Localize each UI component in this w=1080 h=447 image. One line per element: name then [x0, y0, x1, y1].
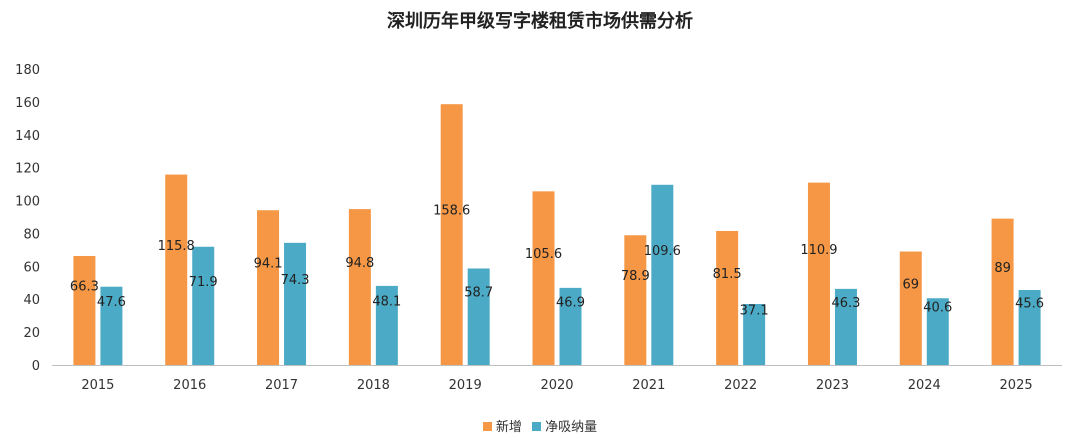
x-tick-label: 2021 [632, 378, 665, 393]
x-tick-label: 2019 [449, 378, 482, 393]
bar-net-absorption [834, 288, 857, 365]
data-label-net-absorption: 71.9 [189, 275, 218, 290]
data-label-net-absorption: 47.6 [97, 295, 126, 310]
y-tick-label: 60 [23, 260, 40, 275]
bar-new-supply [257, 210, 280, 365]
bar-new-supply [899, 251, 922, 365]
legend-item-net-absorption: 净吸纳量 [532, 416, 597, 435]
y-tick-label: 40 [23, 293, 40, 308]
data-label-net-absorption: 46.9 [556, 295, 585, 310]
data-label-net-absorption: 40.6 [923, 301, 952, 316]
bar-new-supply [165, 174, 188, 365]
legend: 新增 净吸纳量 [0, 416, 1080, 435]
chart-title: 深圳历年甲级写字楼租赁市场供需分析 [387, 11, 693, 32]
data-label-new-supply: 81.5 [713, 267, 742, 282]
data-label-net-absorption: 48.1 [372, 294, 401, 309]
data-label-net-absorption: 46.3 [831, 296, 860, 311]
x-tick-label: 2017 [265, 378, 298, 393]
x-tick-label: 2016 [173, 378, 206, 393]
bar-new-supply [532, 191, 555, 365]
data-label-net-absorption: 109.6 [644, 244, 681, 259]
legend-swatch-new-supply [482, 422, 492, 431]
y-tick-label: 160 [15, 96, 40, 111]
y-tick-label: 20 [23, 326, 40, 341]
bar-net-absorption [1018, 290, 1041, 365]
bar-new-supply [624, 235, 647, 365]
data-label-new-supply: 89 [994, 261, 1011, 276]
x-tick-label: 2015 [81, 378, 114, 393]
legend-label-net-absorption: 净吸纳量 [545, 420, 598, 435]
x-tick-label: 2018 [357, 378, 390, 393]
bar-new-supply [73, 255, 96, 365]
bar-net-absorption [926, 298, 949, 365]
y-tick-label: 0 [32, 359, 40, 374]
y-tick-label: 140 [15, 129, 40, 144]
data-label-net-absorption: 74.3 [281, 273, 310, 288]
data-label-new-supply: 69 [902, 277, 919, 292]
y-tick-label: 180 [15, 63, 40, 78]
x-tick-label: 2025 [1000, 378, 1033, 393]
bar-net-absorption [467, 268, 490, 365]
x-tick-label: 2022 [724, 378, 757, 393]
bar-net-absorption [100, 286, 123, 365]
data-label-new-supply: 66.3 [70, 279, 99, 294]
bar-new-supply [991, 218, 1014, 365]
bar-net-absorption [375, 285, 398, 365]
legend-item-new-supply: 新增 [482, 416, 522, 435]
y-tick-label: 120 [15, 162, 40, 177]
data-label-new-supply: 105.6 [525, 247, 562, 262]
x-tick-label: 2023 [816, 378, 849, 393]
bar-new-supply [348, 209, 371, 365]
y-tick-label: 80 [23, 227, 40, 242]
bar-new-supply [716, 230, 739, 365]
bar-new-supply [440, 104, 463, 366]
legend-label-new-supply: 新增 [495, 420, 522, 435]
x-tick-label: 2024 [908, 378, 941, 393]
bar-net-absorption [284, 242, 307, 365]
data-label-net-absorption: 45.6 [1015, 297, 1044, 312]
data-label-new-supply: 110.9 [800, 243, 837, 258]
bar-net-absorption [559, 287, 582, 365]
data-label-new-supply: 94.1 [254, 257, 283, 272]
data-label-net-absorption: 58.7 [464, 286, 493, 301]
y-tick-label: 100 [15, 195, 40, 210]
data-label-net-absorption: 37.1 [740, 303, 769, 318]
bar-net-absorption [651, 184, 674, 365]
legend-swatch-net-absorption [532, 422, 542, 431]
bar-net-absorption [743, 303, 766, 365]
bar-new-supply [807, 182, 830, 365]
data-label-new-supply: 115.8 [158, 239, 195, 254]
data-label-new-supply: 94.8 [345, 256, 374, 271]
data-label-new-supply: 158.6 [433, 204, 470, 219]
data-label-new-supply: 78.9 [621, 269, 650, 284]
bar-net-absorption [192, 246, 215, 365]
x-tick-label: 2020 [540, 378, 573, 393]
